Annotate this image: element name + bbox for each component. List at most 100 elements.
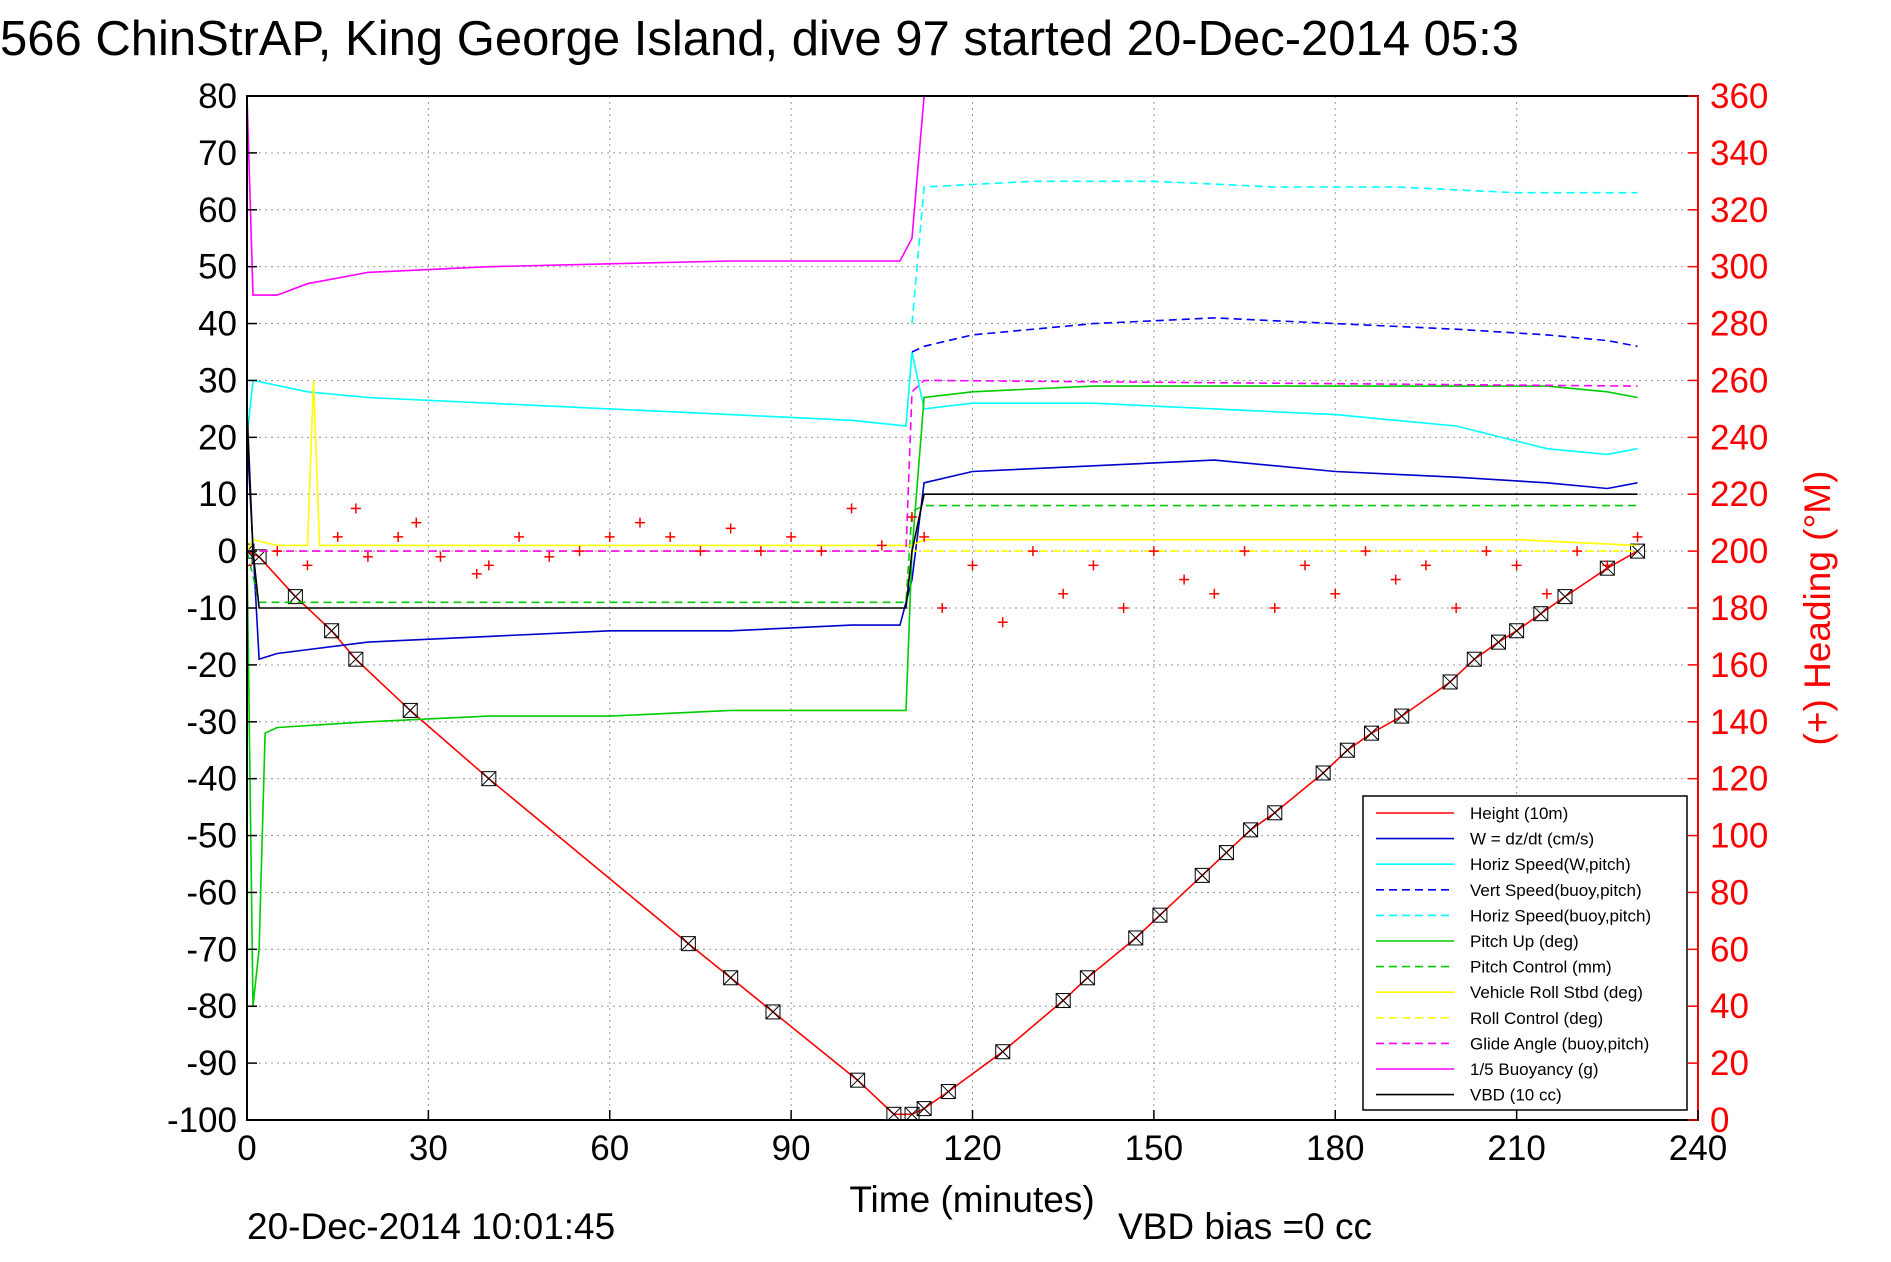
right-tick-label: 160 — [1710, 646, 1768, 685]
height-marker — [765, 1004, 781, 1020]
height-marker — [1466, 651, 1482, 667]
heading-marker — [1058, 588, 1069, 599]
left-tick-label: -70 — [186, 930, 237, 969]
left-axis: 80 70 60 50 40 30 20 10 0 -10 -20 -30 -40 -50 -60 -70 -8… — [167, 77, 257, 1140]
series-line — [247, 379, 1638, 552]
height-marker — [995, 1044, 1011, 1060]
height-marker — [1394, 708, 1410, 724]
heading-marker — [435, 551, 446, 562]
series-0 — [247, 543, 1646, 1120]
legend-entry: Vert Speed(buoy,pitch) — [1376, 881, 1642, 900]
series-7 — [247, 380, 1638, 552]
series-line — [247, 385, 1638, 1007]
right-tick-label: 140 — [1710, 703, 1768, 742]
heading-marker — [1420, 560, 1431, 571]
right-tick-label: 40 — [1710, 987, 1749, 1026]
heading-marker — [846, 503, 857, 514]
legend-label: Horiz Speed(buoy,pitch) — [1470, 906, 1651, 925]
left-tick-label: 70 — [198, 134, 237, 173]
right-tick-label: 100 — [1710, 817, 1768, 856]
legend-label: Pitch Up (deg) — [1470, 932, 1579, 951]
left-tick-label: 40 — [198, 305, 237, 344]
height-marker — [287, 589, 303, 605]
right-tick-label: 180 — [1710, 589, 1768, 628]
legend-label: 1/5 Buoyancy (g) — [1470, 1060, 1599, 1079]
legend-entry: Roll Control (deg) — [1376, 1009, 1603, 1028]
heading-marker — [1118, 603, 1129, 613]
heading-marker — [967, 560, 978, 571]
x-tick-label: 120 — [943, 1129, 1001, 1168]
height-marker — [1630, 543, 1646, 559]
legend-entry: Glide Angle (buoy,pitch) — [1376, 1034, 1649, 1053]
left-tick-label: 20 — [198, 418, 237, 457]
heading-marker — [1330, 588, 1341, 599]
x-tick-label: 30 — [409, 1129, 448, 1168]
right-tick-label: 200 — [1710, 532, 1768, 571]
series-line — [247, 351, 1638, 456]
legend-label: Vert Speed(buoy,pitch) — [1470, 881, 1642, 900]
left-tick-label: -20 — [186, 646, 237, 685]
legend-label: VBD (10 cc) — [1470, 1086, 1562, 1105]
series-12 — [247, 503, 1643, 628]
height-marker — [850, 1072, 866, 1088]
right-tick-label: 340 — [1710, 134, 1768, 173]
heading-marker — [919, 531, 930, 542]
legend-label: Vehicle Roll Stbd (deg) — [1470, 983, 1643, 1002]
series-1 — [247, 437, 1638, 661]
right-tick-label: 20 — [1710, 1044, 1749, 1083]
right-tick-label: 240 — [1710, 418, 1768, 457]
height-marker — [916, 1101, 932, 1117]
legend-label: Horiz Speed(W,pitch) — [1470, 855, 1631, 874]
series-line — [247, 96, 925, 296]
heading-marker — [1300, 560, 1311, 571]
heading-marker — [1209, 588, 1220, 599]
heading-marker — [786, 531, 797, 542]
heading-marker — [695, 546, 706, 557]
left-tick-label: -90 — [186, 1044, 237, 1083]
heading-marker — [272, 546, 283, 557]
series-3 — [911, 317, 1638, 353]
series-4 — [911, 180, 1638, 324]
heading-marker — [350, 503, 361, 514]
height-marker — [1490, 634, 1506, 650]
series-line — [247, 408, 1638, 609]
height-marker — [1339, 742, 1355, 758]
height-marker — [1315, 765, 1331, 781]
heading-marker — [876, 540, 887, 551]
heading-marker — [725, 523, 736, 534]
left-tick-label: -40 — [186, 760, 237, 799]
heading-marker — [937, 603, 948, 613]
footer-vbd-bias: VBD bias =0 cc — [1118, 1206, 1372, 1247]
height-marker — [348, 651, 364, 667]
heading-marker — [1541, 588, 1552, 599]
height-marker — [402, 702, 418, 718]
heading-marker — [816, 546, 827, 557]
series-2 — [247, 351, 1638, 456]
series-line — [247, 437, 1638, 661]
heading-marker — [1632, 531, 1643, 542]
x-tick-label: 240 — [1669, 1129, 1727, 1168]
heading-marker — [997, 617, 1008, 628]
series-line — [911, 317, 1638, 353]
series-5 — [247, 385, 1638, 1007]
legend-entry: Pitch Up (deg) — [1376, 932, 1579, 951]
heading-marker — [1481, 546, 1492, 557]
chart-title: 566 ChinStrAP, King George Island, dive … — [0, 12, 1519, 66]
left-tick-label: 80 — [198, 77, 237, 116]
heading-marker — [1602, 560, 1613, 571]
heading-marker — [907, 511, 918, 522]
heading-marker — [1390, 574, 1401, 585]
heading-marker — [1027, 546, 1038, 557]
legend-label: Glide Angle (buoy,pitch) — [1470, 1034, 1649, 1053]
heading-marker — [604, 531, 615, 542]
height-marker — [1364, 725, 1380, 741]
height-marker — [723, 970, 739, 986]
x-axis-label: Time (minutes) — [849, 1179, 1094, 1220]
height-marker — [1079, 970, 1095, 986]
left-tick-label: 30 — [198, 361, 237, 400]
heading-marker — [471, 568, 482, 579]
right-tick-label: 300 — [1710, 248, 1768, 287]
height-marker — [1442, 674, 1458, 690]
legend-label: W = dz/dt (cm/s) — [1470, 830, 1594, 849]
